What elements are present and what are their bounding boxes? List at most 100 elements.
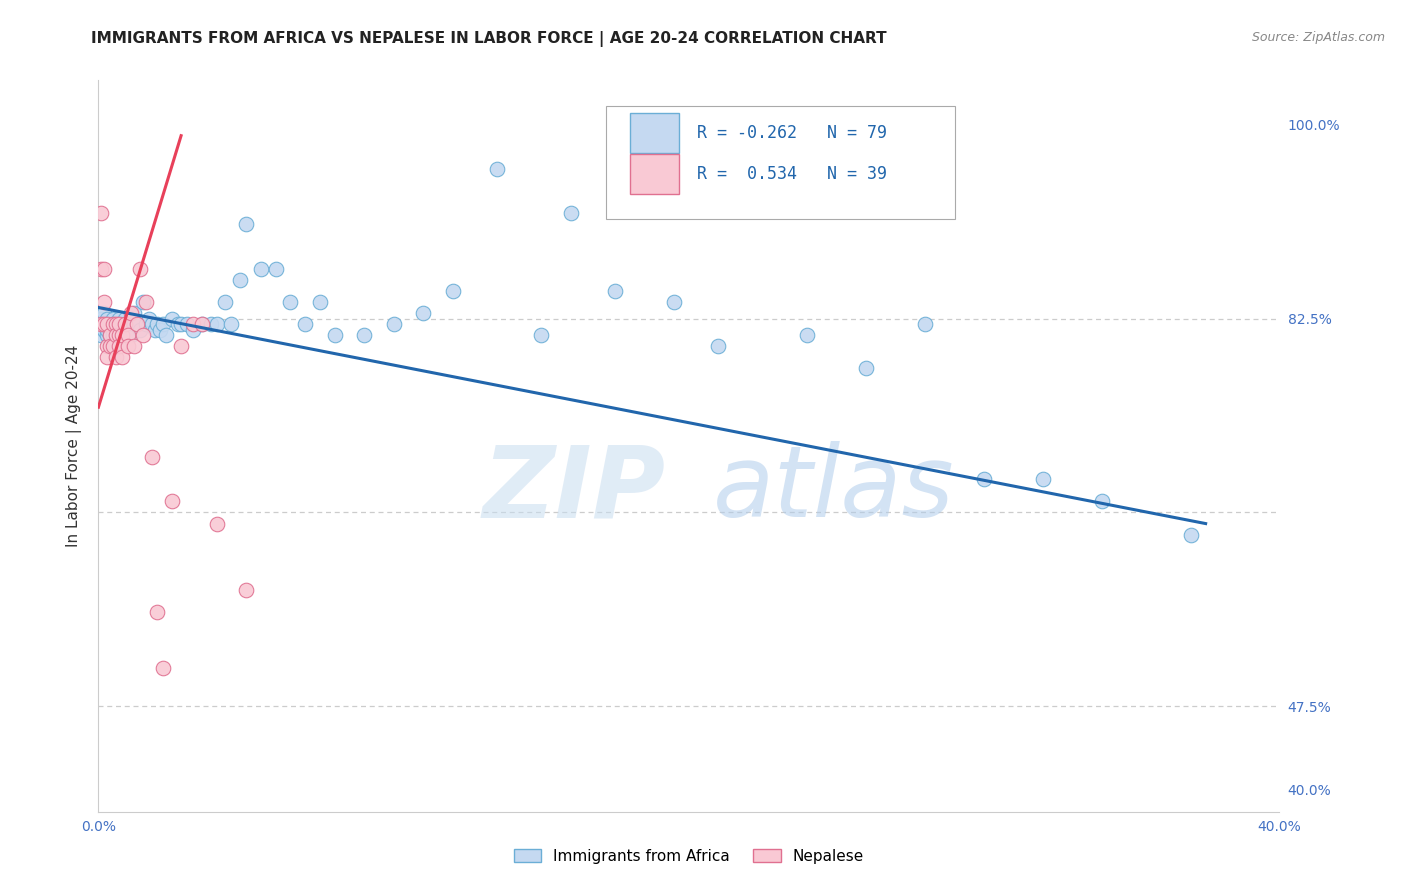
Point bbox=[93, 317, 115, 331]
Point bbox=[96, 351, 118, 365]
Point bbox=[162, 311, 183, 326]
Point bbox=[235, 218, 257, 232]
Point bbox=[108, 317, 131, 331]
Point bbox=[294, 317, 316, 331]
Point bbox=[205, 317, 228, 331]
FancyBboxPatch shape bbox=[606, 106, 955, 219]
Point bbox=[664, 294, 686, 309]
Point bbox=[605, 284, 627, 298]
Point bbox=[105, 351, 128, 365]
Point bbox=[309, 294, 332, 309]
Point bbox=[181, 323, 204, 337]
Point bbox=[93, 261, 115, 276]
Point bbox=[973, 472, 995, 486]
Point bbox=[135, 317, 157, 331]
Point bbox=[93, 323, 115, 337]
Point bbox=[229, 273, 252, 287]
Point bbox=[93, 317, 115, 331]
Point bbox=[176, 317, 198, 331]
Point bbox=[155, 328, 177, 343]
Point bbox=[90, 328, 112, 343]
Point bbox=[96, 317, 118, 331]
Point bbox=[200, 317, 222, 331]
Point bbox=[98, 317, 121, 331]
Point bbox=[111, 328, 134, 343]
Point bbox=[707, 339, 730, 353]
Bar bbox=[630, 153, 679, 194]
Point bbox=[114, 317, 136, 331]
Point bbox=[138, 311, 160, 326]
Point bbox=[111, 351, 134, 365]
Point bbox=[143, 323, 166, 337]
Point bbox=[122, 339, 145, 353]
Point bbox=[117, 323, 139, 337]
Text: R =  0.534   N = 39: R = 0.534 N = 39 bbox=[697, 165, 887, 183]
Point bbox=[205, 516, 228, 531]
Point bbox=[98, 328, 121, 343]
Point bbox=[167, 317, 190, 331]
Point bbox=[120, 328, 142, 343]
Point bbox=[120, 306, 142, 320]
Point bbox=[103, 328, 125, 343]
Point bbox=[135, 294, 157, 309]
Point bbox=[353, 328, 375, 343]
Point bbox=[103, 323, 125, 337]
Point bbox=[90, 311, 112, 326]
Point bbox=[132, 328, 155, 343]
Point bbox=[128, 323, 150, 337]
Point bbox=[96, 339, 118, 353]
Point bbox=[191, 317, 214, 331]
Point bbox=[108, 311, 131, 326]
Point bbox=[96, 317, 118, 331]
Point bbox=[125, 317, 148, 331]
Point bbox=[152, 660, 174, 674]
Point bbox=[108, 328, 131, 343]
Point bbox=[1180, 527, 1202, 541]
Point bbox=[149, 323, 172, 337]
Point bbox=[132, 294, 155, 309]
Text: Source: ZipAtlas.com: Source: ZipAtlas.com bbox=[1251, 31, 1385, 45]
Point bbox=[114, 317, 136, 331]
Point bbox=[108, 317, 131, 331]
Point bbox=[105, 328, 128, 343]
Point bbox=[120, 311, 142, 326]
Point bbox=[103, 311, 125, 326]
Bar bbox=[630, 113, 679, 153]
Point bbox=[1032, 472, 1054, 486]
Point bbox=[108, 328, 131, 343]
Point bbox=[191, 317, 214, 331]
Point bbox=[103, 317, 125, 331]
Point bbox=[530, 328, 553, 343]
Point bbox=[128, 261, 150, 276]
Point bbox=[103, 339, 125, 353]
Point bbox=[90, 317, 112, 331]
Point bbox=[117, 317, 139, 331]
Point bbox=[103, 317, 125, 331]
Point bbox=[105, 317, 128, 331]
Point bbox=[914, 317, 936, 331]
Y-axis label: In Labor Force | Age 20-24: In Labor Force | Age 20-24 bbox=[66, 345, 83, 547]
Point bbox=[98, 328, 121, 343]
Point bbox=[105, 328, 128, 343]
Point bbox=[146, 605, 169, 619]
Point bbox=[141, 317, 163, 331]
Point bbox=[146, 317, 169, 331]
Point bbox=[323, 328, 346, 343]
Point bbox=[170, 317, 193, 331]
Point bbox=[412, 306, 434, 320]
Point bbox=[441, 284, 464, 298]
Point bbox=[382, 317, 405, 331]
Text: IMMIGRANTS FROM AFRICA VS NEPALESE IN LABOR FORCE | AGE 20-24 CORRELATION CHART: IMMIGRANTS FROM AFRICA VS NEPALESE IN LA… bbox=[91, 31, 887, 47]
Point bbox=[93, 306, 115, 320]
Point bbox=[162, 494, 183, 508]
Point bbox=[96, 323, 118, 337]
Point bbox=[214, 294, 236, 309]
Point bbox=[855, 361, 877, 376]
Text: ZIP: ZIP bbox=[482, 442, 665, 539]
Point bbox=[98, 339, 121, 353]
Point bbox=[96, 311, 118, 326]
Point bbox=[560, 206, 582, 220]
Point bbox=[280, 294, 302, 309]
Point bbox=[93, 294, 115, 309]
Point bbox=[181, 317, 204, 331]
